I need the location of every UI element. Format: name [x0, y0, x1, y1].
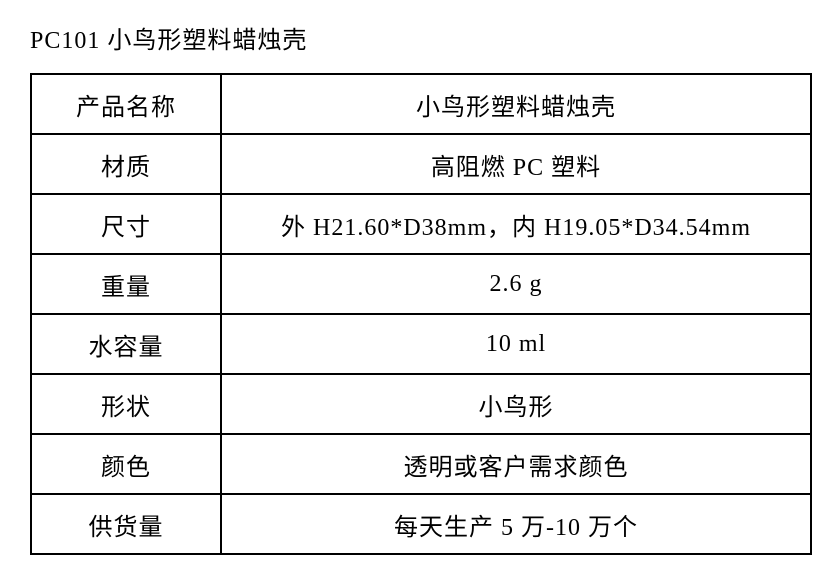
- table-row: 颜色 透明或客户需求颜色: [31, 434, 811, 494]
- table-row: 供货量 每天生产 5 万-10 万个: [31, 494, 811, 554]
- spec-label: 颜色: [31, 434, 221, 494]
- spec-label: 水容量: [31, 314, 221, 374]
- spec-value: 2.6 g: [221, 254, 811, 314]
- table-row: 水容量 10 ml: [31, 314, 811, 374]
- spec-value: 高阻燃 PC 塑料: [221, 134, 811, 194]
- table-row: 重量 2.6 g: [31, 254, 811, 314]
- spec-table: 产品名称 小鸟形塑料蜡烛壳 材质 高阻燃 PC 塑料 尺寸 外 H21.60*D…: [30, 73, 812, 555]
- spec-value: 透明或客户需求颜色: [221, 434, 811, 494]
- spec-label: 尺寸: [31, 194, 221, 254]
- spec-label: 供货量: [31, 494, 221, 554]
- spec-value: 小鸟形: [221, 374, 811, 434]
- page-title: PC101 小鸟形塑料蜡烛壳: [30, 20, 810, 55]
- spec-value: 外 H21.60*D38mm，内 H19.05*D34.54mm: [221, 194, 811, 254]
- table-row: 形状 小鸟形: [31, 374, 811, 434]
- spec-value: 小鸟形塑料蜡烛壳: [221, 74, 811, 134]
- table-row: 材质 高阻燃 PC 塑料: [31, 134, 811, 194]
- spec-label: 产品名称: [31, 74, 221, 134]
- spec-value: 10 ml: [221, 314, 811, 374]
- table-row: 尺寸 外 H21.60*D38mm，内 H19.05*D34.54mm: [31, 194, 811, 254]
- spec-label: 重量: [31, 254, 221, 314]
- spec-label: 材质: [31, 134, 221, 194]
- spec-label: 形状: [31, 374, 221, 434]
- table-row: 产品名称 小鸟形塑料蜡烛壳: [31, 74, 811, 134]
- spec-value: 每天生产 5 万-10 万个: [221, 494, 811, 554]
